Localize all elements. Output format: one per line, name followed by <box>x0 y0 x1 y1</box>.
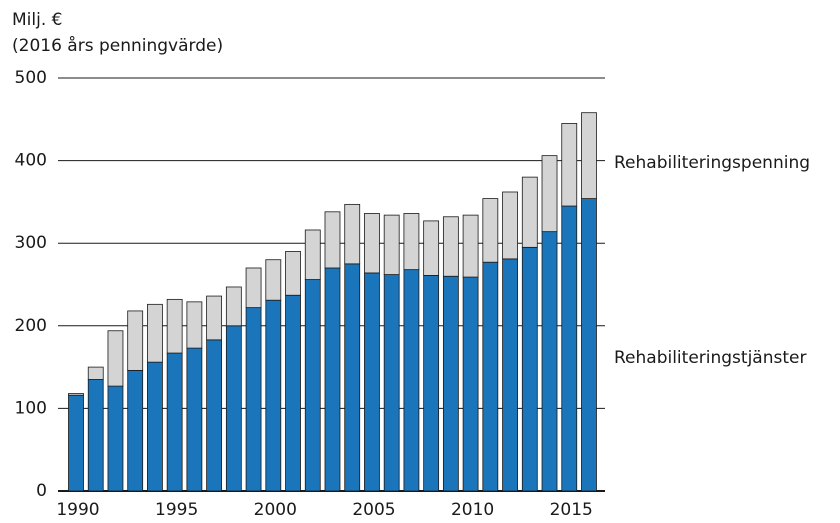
bar-segment <box>561 205 578 492</box>
bar-segment <box>502 191 518 260</box>
legend-label: Rehabiliteringstjänster <box>614 348 806 368</box>
bar-segment <box>521 246 538 492</box>
bar-segment <box>245 267 262 309</box>
bar-segment <box>502 258 518 492</box>
bar-segment <box>285 294 301 492</box>
bar-segment <box>581 112 597 199</box>
bar-segment <box>265 259 282 301</box>
bar-segment <box>324 267 341 492</box>
bar-segment <box>324 211 341 269</box>
y-tick-label: 400 <box>15 151 47 171</box>
bar-segment <box>304 279 321 492</box>
bar-segment <box>225 286 242 327</box>
bar-segment <box>521 176 538 248</box>
bar-segment <box>206 339 223 492</box>
bar-segment <box>541 155 558 233</box>
bar-segment <box>107 330 124 387</box>
y-tick-label: 0 <box>36 481 47 501</box>
bar-segment <box>186 347 203 492</box>
x-tick-label: 1995 <box>155 500 198 520</box>
x-tick-label: 1990 <box>56 500 99 520</box>
bar-segment <box>462 276 479 492</box>
bar-segment <box>344 203 361 265</box>
x-tick-label: 2010 <box>451 500 494 520</box>
y-tick-label: 100 <box>15 398 47 418</box>
bar-segment <box>166 298 183 354</box>
bar-segment <box>147 303 163 363</box>
bar-segment <box>87 379 104 492</box>
bar-segment <box>206 295 223 341</box>
bar-segment <box>265 299 282 492</box>
bar-segment <box>403 213 420 271</box>
bar-segment <box>147 361 163 492</box>
bar-segment <box>127 370 144 492</box>
bar-segment <box>127 310 144 371</box>
y-axis-label: Milj. € <box>12 10 62 30</box>
bar-segment <box>107 385 124 492</box>
bar-segment <box>383 214 400 275</box>
bar-segment <box>462 214 479 278</box>
bar-segment <box>482 261 499 492</box>
bar-segment <box>344 263 361 492</box>
bar-segment <box>423 275 440 492</box>
bar-segment <box>68 394 84 492</box>
y-axis-label: (2016 års penningvärde) <box>12 35 223 56</box>
bar-segment <box>166 352 183 492</box>
bar-segment <box>245 307 262 492</box>
bar-segment <box>186 301 203 349</box>
bar-segment <box>482 198 499 263</box>
legend-label: Rehabiliteringspenning <box>614 153 810 173</box>
bar-segment <box>383 274 400 492</box>
bar-segment <box>561 123 578 207</box>
bar-segment <box>304 229 321 280</box>
bar-segment <box>403 269 420 492</box>
bar-segment <box>68 393 84 396</box>
bar-segment <box>541 231 558 492</box>
bar-segment <box>285 251 301 296</box>
bar-segment <box>87 366 104 380</box>
y-tick-label: 200 <box>15 316 47 336</box>
x-tick-label: 2005 <box>352 500 395 520</box>
bar-segment <box>423 220 440 276</box>
y-tick-label: 500 <box>15 68 47 88</box>
bar-segment <box>225 325 242 492</box>
bar-segment <box>442 275 459 492</box>
bar-segment <box>442 216 459 277</box>
bar-segment <box>581 198 597 492</box>
y-tick-label: 300 <box>15 233 47 253</box>
x-tick-label: 2000 <box>254 500 297 520</box>
bar-segment <box>364 213 380 274</box>
x-tick-label: 2015 <box>550 500 593 520</box>
bar-segment <box>364 272 380 492</box>
